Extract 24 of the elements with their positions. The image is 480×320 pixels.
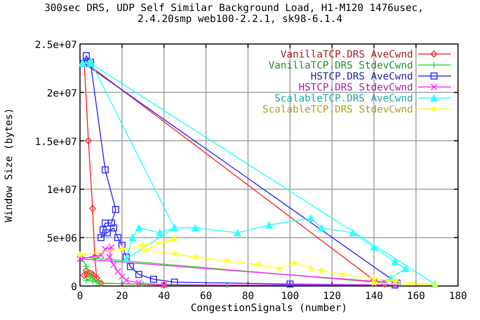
legend-label: HSTCP.DRS AveCwnd <box>310 72 413 82</box>
x-tick-label: 60 <box>200 291 212 302</box>
x-tick-label: 100 <box>280 291 300 302</box>
x-tick-label: 160 <box>406 291 426 302</box>
x-tick-label: 140 <box>364 291 384 302</box>
x-tick-label: 180 <box>448 291 468 302</box>
legend-label: ScalableTCP.DRS StdevCwnd <box>262 104 413 116</box>
x-tick-label: 80 <box>242 291 254 302</box>
y-axis-title: Window Size (bytes) <box>4 108 15 222</box>
x-axis-title: CongestionSignals (number) <box>190 303 348 314</box>
y-tick-label: 1e+07 <box>46 185 77 196</box>
x-tick-label: 40 <box>158 291 170 302</box>
legend-label: VanillaTCP.DRS StdevCwnd <box>268 60 413 72</box>
legend-label: ScalableTCP.DRS AveCwnd <box>274 94 413 104</box>
chart-title: 300sec DRS, UDP Self Similar Background Load, H1-M120 1476usec, 2.4.20smp web100-2.2.1, sk98-6.1.4 <box>44 3 424 25</box>
legend-label: HSTCP.DRS StdevCwnd <box>298 82 413 94</box>
y-tick-label: 5e+06 <box>46 234 77 245</box>
x-tick-label: 20 <box>116 291 128 302</box>
x-tick-label: 120 <box>322 291 342 302</box>
y-tick-label: 1.5e+07 <box>34 136 77 148</box>
legend-label: VanillaTCP.DRS AveCwnd <box>280 50 413 60</box>
y-tick-label: 0 <box>70 282 77 293</box>
y-tick-label: 2e+07 <box>46 88 77 100</box>
y-tick-label: 2.5e+07 <box>34 40 77 51</box>
